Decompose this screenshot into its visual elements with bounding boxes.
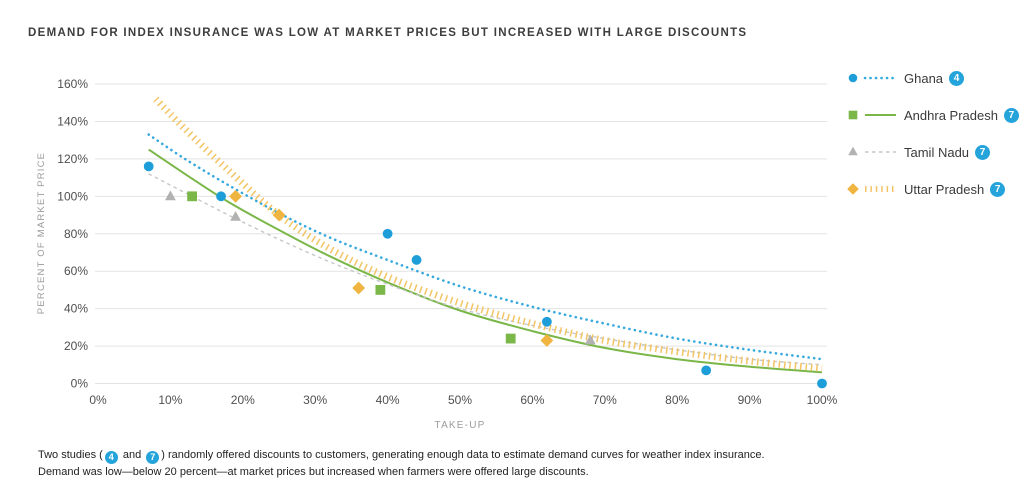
legend-marker: [848, 146, 858, 156]
legend-label: Tamil Nadu: [904, 144, 970, 160]
demand-curves-chart: 0% 20% 40% 60% 80% 100% 120% 140% 160% 0% 10% 20% 30…: [36, 77, 838, 431]
data-point-ghana: [541, 316, 552, 327]
data-point-uttar-pradesh: [272, 208, 286, 222]
x-tick-label: 40%: [376, 393, 400, 407]
x-tick-label: 0%: [89, 393, 107, 407]
x-axis-title: TAKE-UP: [435, 420, 486, 431]
y-tick-label: 80%: [64, 227, 88, 241]
data-point-andhra-pradesh: [505, 333, 516, 344]
footnote: Two studies (4 and 7) randomly offered d…: [38, 447, 765, 480]
x-tick-label: 90%: [738, 393, 762, 407]
legend-label: Ghana: [904, 70, 944, 86]
square-marker-icon: [848, 110, 896, 120]
legend-item-tamil-nadu: Tamil Nadu 7: [846, 144, 1019, 160]
legend-marker: [847, 183, 859, 195]
x-tick-label: 50%: [448, 393, 472, 407]
triangle-marker-icon: [848, 146, 896, 156]
y-tick-label: 160%: [57, 77, 88, 91]
fit-curve-tamil-nadu: [148, 173, 823, 366]
data-point-tamil-nadu: [584, 334, 596, 345]
x-tick-label: 20%: [231, 393, 255, 407]
study-ref-badge-7: 7: [975, 144, 991, 160]
legend-marker: [848, 73, 858, 83]
y-tick-label: 120%: [57, 152, 88, 166]
data-point-uttar-pradesh: [540, 334, 554, 347]
data-point-ghana: [216, 191, 226, 202]
data-point-andhra-pradesh: [375, 285, 386, 295]
footnote-text: Demand was low—below 20 percent—at marke…: [38, 466, 589, 478]
footnote-text: Two studies (: [38, 449, 103, 461]
footnote-line-2: Demand was low—below 20 percent—at marke…: [38, 464, 765, 480]
circle-marker-icon: [848, 73, 896, 83]
legend-marker: [848, 110, 858, 120]
footnote-text: and: [119, 449, 145, 461]
fit-curve-uttar-pradesh: [153, 96, 823, 372]
study-ref-badge-4: 4: [104, 451, 118, 464]
fit-curve-andhra-pradesh: [148, 148, 823, 374]
data-point-andhra-pradesh: [187, 191, 198, 202]
study-ref-badge-4: 4: [949, 70, 965, 86]
data-point-ghana: [143, 161, 154, 172]
legend-item-andhra-pradesh: Andhra Pradesh 7: [846, 107, 1019, 123]
chart-legend: Ghana 4 Andhra Pradesh 7 Tamil Nadu 7 Uttar Pr…: [846, 70, 1019, 197]
chart-title: DEMAND FOR INDEX INSURANCE WAS LOW AT MA…: [28, 27, 748, 39]
legend-label: Andhra Pradesh: [904, 107, 998, 123]
data-point-uttar-pradesh: [229, 189, 242, 203]
data-point-ghana: [411, 255, 422, 265]
x-tick-label: 10%: [158, 393, 182, 407]
y-tick-label: 20%: [64, 339, 88, 353]
x-tick-label: 70%: [593, 393, 617, 407]
legend-item-uttar-pradesh: Uttar Pradesh 7: [846, 181, 1019, 197]
x-tick-label: 30%: [303, 393, 327, 407]
x-tick-label: 80%: [665, 393, 689, 407]
data-point-ghana: [817, 378, 827, 389]
y-tick-label: 100%: [57, 189, 88, 203]
x-tick-label: 100%: [807, 393, 838, 407]
data-point-uttar-pradesh: [352, 281, 366, 295]
y-axis-title: PERCENT OF MARKET PRICE: [36, 152, 47, 314]
legend-item-ghana: Ghana 4: [846, 70, 1019, 86]
data-point-tamil-nadu: [230, 211, 241, 221]
study-ref-badge-7: 7: [1003, 107, 1019, 123]
data-point-ghana: [382, 228, 393, 239]
footnote-line-1: Two studies (4 and 7) randomly offered d…: [38, 447, 765, 464]
y-tick-label: 140%: [57, 114, 88, 128]
fit-curve-ghana: [147, 133, 824, 361]
y-tick-label: 0%: [71, 377, 89, 391]
footnote-text: ) randomly offered discounts to customer…: [161, 449, 765, 461]
legend-label: Uttar Pradesh: [904, 181, 985, 197]
diamond-marker-icon: [847, 183, 896, 195]
study-ref-badge-7: 7: [146, 451, 160, 464]
study-ref-badge-7: 7: [990, 181, 1006, 197]
data-point-tamil-nadu: [165, 190, 176, 201]
data-point-ghana: [701, 365, 712, 376]
x-tick-label: 60%: [520, 393, 544, 407]
y-tick-label: 60%: [64, 264, 88, 278]
y-tick-label: 40%: [64, 302, 88, 316]
